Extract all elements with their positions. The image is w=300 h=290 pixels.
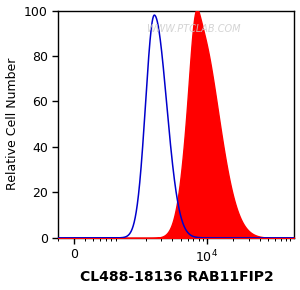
Y-axis label: Relative Cell Number: Relative Cell Number (6, 58, 19, 191)
X-axis label: CL488-18136 RAB11FIP2: CL488-18136 RAB11FIP2 (80, 271, 273, 284)
Text: WWW.PTCLAB.COM: WWW.PTCLAB.COM (146, 24, 240, 34)
